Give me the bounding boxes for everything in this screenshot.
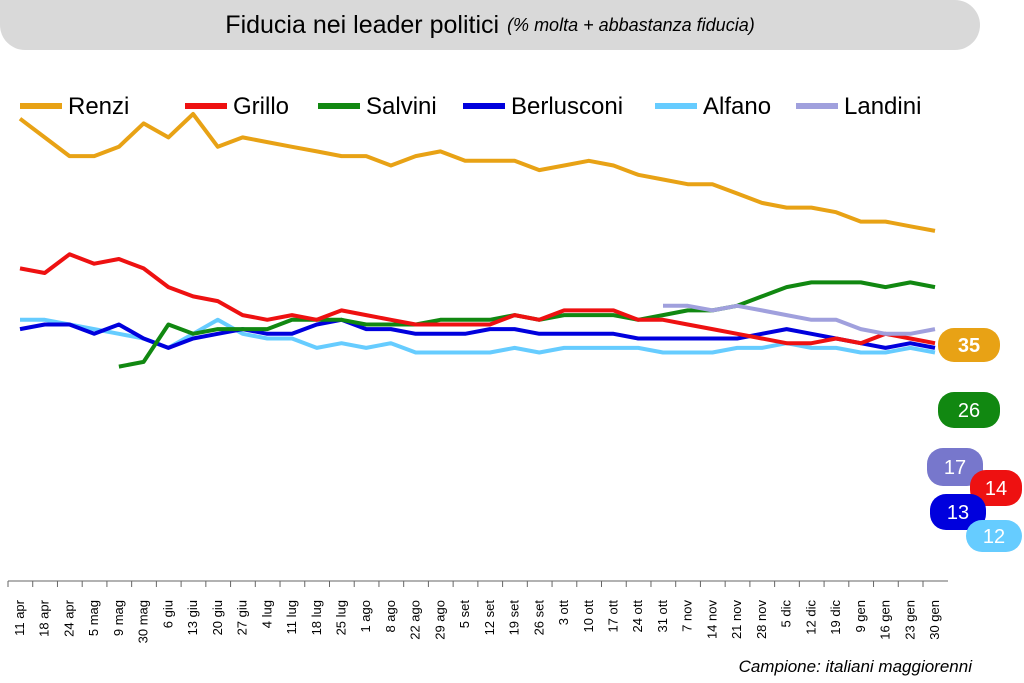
x-tick-label: 5 dic: [779, 600, 794, 628]
title-banner: Fiducia nei leader politici (% molta + a…: [0, 0, 980, 50]
x-tick-label: 5 mag: [86, 600, 101, 636]
end-labels: 35 26 17 14 13 12: [927, 328, 1022, 552]
series-line-grillo: [19, 252, 936, 346]
legend-label-grillo: Grillo: [233, 93, 289, 120]
x-tick-label: 22 ago: [408, 600, 423, 640]
x-tick-label: 28 nov: [754, 600, 769, 640]
x-tick-label: 9 mag: [111, 600, 126, 636]
x-tick-label: 9 gen: [853, 600, 868, 633]
x-tick-label: 12 set: [482, 600, 497, 636]
x-tick-label: 18 lug: [309, 600, 324, 635]
x-tick-label: 30 gen: [927, 600, 942, 640]
x-tick-label: 21 nov: [729, 600, 744, 640]
x-tick-label: 24 ott: [630, 600, 645, 633]
x-tick-label: 6 giu: [160, 600, 175, 628]
end-label-bubble-salvini: [938, 392, 1000, 428]
x-tick-label: 8 ago: [383, 600, 398, 633]
x-tick-label: 11 lug: [284, 600, 299, 634]
x-axis: 11 apr 18 apr 24 apr 5 mag 9 mag 30 mag 6 giu 1…: [7, 580, 948, 643]
x-tick-label: 1 ago: [358, 600, 373, 633]
x-tick-label: 19 dic: [828, 600, 843, 635]
x-tick-label: 13 giu: [185, 600, 200, 635]
end-label-salvini: 26: [958, 400, 980, 422]
x-tick-label: 23 gen: [902, 600, 917, 640]
x-tick-label: 17 ott: [606, 600, 621, 633]
x-tick-label: 11 apr: [12, 599, 27, 636]
series-line-salvini: [118, 280, 936, 369]
legend-label-landini: Landini: [844, 93, 921, 120]
x-tick-label: 16 gen: [878, 600, 893, 640]
end-label-landini: 17: [944, 457, 966, 479]
chart-title: Fiducia nei leader politici: [225, 10, 500, 39]
end-label-bubble-grillo: [970, 470, 1022, 506]
end-label-bubble-renzi: [938, 328, 1000, 362]
x-tick-label: 19 set: [507, 600, 522, 636]
end-label-alfano: 12: [983, 526, 1005, 548]
x-tick-label: 29 ago: [432, 600, 447, 640]
x-tick-label: 18 apr: [37, 599, 52, 637]
x-tick-label: 7 nov: [680, 600, 695, 632]
x-tick-label: 10 ott: [581, 600, 596, 633]
x-tick-label: 20 giu: [210, 600, 225, 635]
x-tick-label: 25 lug: [333, 600, 348, 635]
chart-subtitle: (% molta + abbastanza fiducia): [507, 14, 755, 35]
legend-label-berlusconi: Berlusconi: [511, 93, 623, 120]
end-label-grillo: 14: [985, 478, 1007, 500]
series-line-berlusconi: [19, 317, 936, 350]
x-tick-label: 27 giu: [235, 600, 250, 635]
x-tick-label: 30 mag: [136, 600, 151, 643]
end-label-bubble-berlusconi: [930, 494, 986, 530]
x-tick-label: 14 nov: [704, 600, 719, 640]
series-line-landini: [663, 303, 936, 336]
legend-label-renzi: Renzi: [68, 93, 129, 120]
x-tick-label: 24 apr: [61, 599, 76, 637]
x-tick-label: 4 lug: [259, 600, 274, 628]
end-label-renzi: 35: [958, 335, 980, 357]
x-tick-label: 5 set: [457, 600, 472, 629]
legend-label-alfano: Alfano: [703, 93, 771, 120]
end-label-berlusconi: 13: [947, 502, 969, 524]
series-line-renzi: [18, 112, 936, 233]
end-label-bubble-landini: [927, 448, 983, 486]
series-lines: [18, 112, 936, 369]
legend-label-salvini: Salvini: [366, 93, 437, 120]
x-tick-label: 3 ott: [556, 600, 571, 626]
end-label-bubble-alfano: [966, 520, 1022, 552]
legend: Renzi Grillo Salvini Berlusconi Alfano Landin…: [20, 93, 921, 120]
x-tick-label: 12 dic: [803, 600, 818, 635]
footnote: Campione: italiani maggiorenni: [739, 657, 974, 676]
x-tick-label: 26 set: [531, 600, 546, 636]
x-tick-label: 31 ott: [655, 600, 670, 633]
